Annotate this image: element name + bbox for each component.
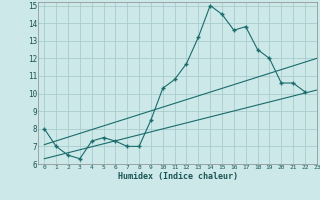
X-axis label: Humidex (Indice chaleur): Humidex (Indice chaleur) <box>118 172 238 181</box>
